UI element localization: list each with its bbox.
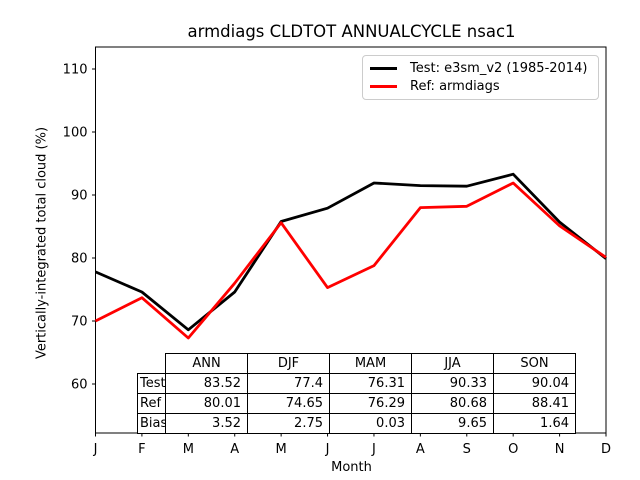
cell-test-djf: 77.4 bbox=[247, 373, 330, 394]
x-tick-label: N bbox=[555, 442, 565, 457]
cell-ref-mam: 76.29 bbox=[329, 393, 412, 414]
table-row-bias: Bias 3.52 2.75 0.03 9.65 1.64 bbox=[137, 413, 576, 434]
y-axis-label: Vertically-integrated total cloud (%) bbox=[34, 126, 50, 360]
cell-ref-son: 88.41 bbox=[493, 393, 576, 414]
x-tick-label: M bbox=[183, 442, 194, 457]
cell-ref-djf: 74.65 bbox=[247, 393, 330, 414]
cell-bias-djf: 2.75 bbox=[247, 413, 330, 434]
y-tick-label: 80 bbox=[71, 252, 88, 267]
col-header-mam: MAM bbox=[329, 353, 412, 374]
row-label-ref: Ref bbox=[137, 393, 166, 414]
x-tick-label: O bbox=[508, 442, 518, 457]
stats-table: ANN DJF MAM JJA SON Test 83.52 77.4 76.3… bbox=[137, 353, 576, 434]
legend: Test: e3sm_v2 (1985-2014) Ref: armdiags bbox=[362, 55, 599, 100]
row-label-bias: Bias bbox=[137, 413, 166, 434]
x-tick-label: D bbox=[601, 442, 611, 457]
x-axis-label: Month bbox=[331, 460, 372, 475]
x-tick-label: J bbox=[325, 442, 330, 457]
chart-title: armdiags CLDTOT ANNUALCYCLE nsac1 bbox=[187, 22, 516, 41]
table-corner-cell bbox=[138, 354, 166, 374]
row-label-test: Test bbox=[137, 373, 166, 394]
legend-item-test: Test: e3sm_v2 (1985-2014) bbox=[370, 60, 591, 78]
table-row-test: Test 83.52 77.4 76.31 90.33 90.04 bbox=[137, 373, 576, 394]
x-tick-label: J bbox=[93, 442, 98, 457]
cell-bias-jja: 9.65 bbox=[411, 413, 494, 434]
col-header-son: SON bbox=[493, 353, 576, 374]
x-tick-label: A bbox=[416, 442, 425, 457]
x-tick-label: J bbox=[371, 442, 376, 457]
cell-test-mam: 76.31 bbox=[329, 373, 412, 394]
cell-bias-ann: 3.52 bbox=[165, 413, 248, 434]
cell-bias-son: 1.64 bbox=[493, 413, 576, 434]
y-tick-label: 90 bbox=[71, 189, 88, 204]
col-header-jja: JJA bbox=[411, 353, 494, 374]
cell-ref-jja: 80.68 bbox=[411, 393, 494, 414]
x-tick-label: M bbox=[276, 442, 287, 457]
cell-bias-mam: 0.03 bbox=[329, 413, 412, 434]
y-tick-label: 70 bbox=[71, 315, 88, 330]
test-line-sample bbox=[370, 67, 397, 71]
x-tick-label: S bbox=[463, 442, 471, 457]
x-tick-label: A bbox=[230, 442, 239, 457]
x-tick-label: F bbox=[138, 442, 145, 457]
test-series-line bbox=[94, 172, 607, 332]
ref-line-sample bbox=[370, 84, 397, 88]
col-header-ann: ANN bbox=[165, 353, 248, 374]
y-tick-label: 110 bbox=[63, 63, 88, 78]
cell-test-jja: 90.33 bbox=[411, 373, 494, 394]
table-row-ref: Ref 80.01 74.65 76.29 80.68 88.41 bbox=[137, 393, 576, 414]
y-tick-label: 60 bbox=[71, 378, 88, 393]
ref-series-line bbox=[94, 181, 607, 340]
table-header-row: ANN DJF MAM JJA SON bbox=[138, 353, 576, 374]
cell-test-son: 90.04 bbox=[493, 373, 576, 394]
y-tick-label: 100 bbox=[63, 126, 88, 141]
legend-item-ref: Ref: armdiags bbox=[370, 78, 591, 96]
col-header-djf: DJF bbox=[247, 353, 330, 374]
legend-label-ref: Ref: armdiags bbox=[410, 78, 500, 94]
cell-ref-ann: 80.01 bbox=[165, 393, 248, 414]
legend-label-test: Test: e3sm_v2 (1985-2014) bbox=[410, 61, 588, 77]
cell-test-ann: 83.52 bbox=[165, 373, 248, 394]
